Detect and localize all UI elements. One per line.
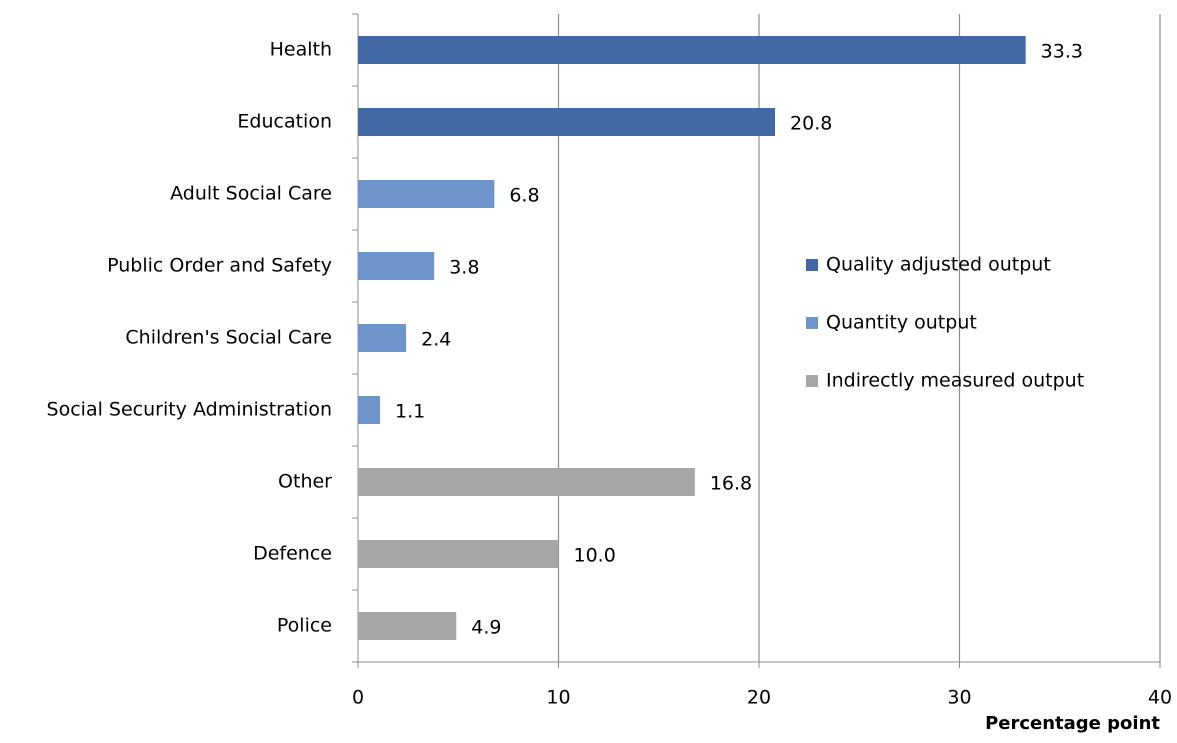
y-tick-label: Police xyxy=(277,615,332,637)
data-label: 10.0 xyxy=(574,545,616,567)
y-tick-label: Health xyxy=(270,39,332,61)
bar xyxy=(358,540,559,568)
x-axis-label: Percentage point xyxy=(985,713,1160,734)
y-tick-label: Social Security Administration xyxy=(47,399,332,421)
legend-label: Indirectly measured output xyxy=(826,370,1084,392)
bar xyxy=(358,36,1026,64)
y-tick-label: Education xyxy=(237,111,332,133)
legend-label: Quantity output xyxy=(826,312,977,334)
x-tick-label: 30 xyxy=(947,687,971,709)
y-tick-label: Children's Social Care xyxy=(125,327,332,349)
data-label: 20.8 xyxy=(790,113,832,135)
bar xyxy=(358,612,457,640)
y-tick-label: Defence xyxy=(253,543,332,565)
legend-swatch xyxy=(806,259,818,271)
data-label: 33.3 xyxy=(1041,41,1083,63)
x-tick-label: 0 xyxy=(352,687,364,709)
bar xyxy=(358,396,381,424)
bar xyxy=(358,108,776,136)
x-tick-label: 10 xyxy=(546,687,570,709)
data-label: 6.8 xyxy=(509,185,539,207)
data-label: 1.1 xyxy=(395,401,425,423)
x-tick-label: 40 xyxy=(1148,687,1172,709)
legend-swatch xyxy=(806,317,818,329)
data-label: 2.4 xyxy=(421,329,451,351)
legend-label: Quality adjusted output xyxy=(826,254,1051,276)
x-tick-label: 20 xyxy=(747,687,771,709)
data-label: 3.8 xyxy=(449,257,479,279)
y-tick-label: Other xyxy=(278,471,332,493)
bar xyxy=(358,324,407,352)
legend-swatch xyxy=(806,375,818,387)
bar xyxy=(358,468,695,496)
data-label: 16.8 xyxy=(710,473,752,495)
y-tick-label: Adult Social Care xyxy=(170,183,332,205)
y-tick-label: Public Order and Safety xyxy=(107,255,332,277)
bar xyxy=(358,180,495,208)
data-label: 4.9 xyxy=(471,617,501,639)
bar xyxy=(358,252,435,280)
